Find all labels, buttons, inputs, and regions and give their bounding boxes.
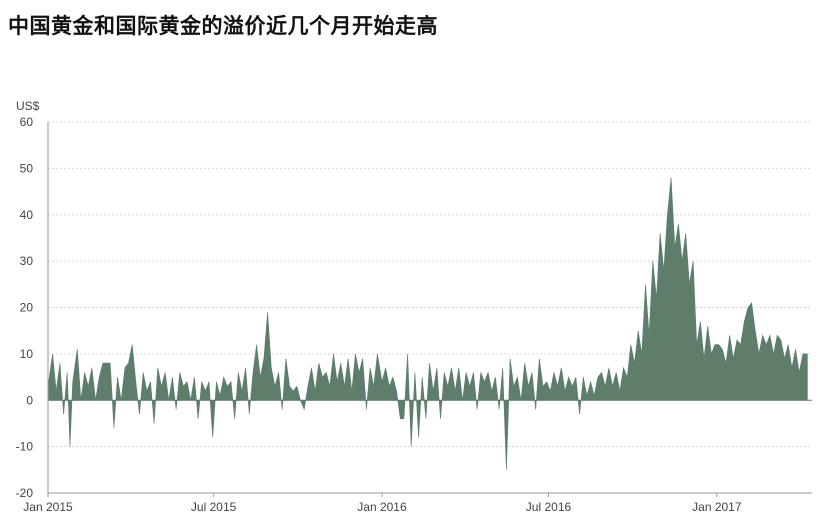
x-tick-label: Jan 2015	[23, 500, 73, 514]
y-tick-label: 20	[20, 301, 34, 315]
x-tick-label: Jan 2016	[357, 500, 407, 514]
area-series	[47, 177, 808, 470]
y-tick-label: 0	[26, 393, 33, 407]
y-tick-label: 60	[20, 115, 34, 129]
chart-title: 中国黄金和国际黄金的溢价近几个月开始走高	[8, 14, 438, 38]
y-tick-label: -10	[16, 440, 34, 454]
x-tick-label: Jan 2017	[692, 500, 742, 514]
premium-area	[47, 177, 808, 470]
y-axis-unit-label: US$	[16, 99, 40, 113]
y-tick-label: 30	[20, 254, 34, 268]
y-tick-label: 10	[20, 347, 34, 361]
x-tick-label: Jul 2015	[191, 500, 237, 514]
y-tick-label: 40	[20, 208, 34, 222]
y-tick-label: -20	[16, 486, 34, 500]
x-tick-label: Jul 2016	[526, 500, 572, 514]
y-tick-label: 50	[20, 161, 34, 175]
axes: -20 -10 0 10 20 30 40 50 60 Jan 2015 Jul 2015 Jan 2…	[16, 115, 812, 514]
